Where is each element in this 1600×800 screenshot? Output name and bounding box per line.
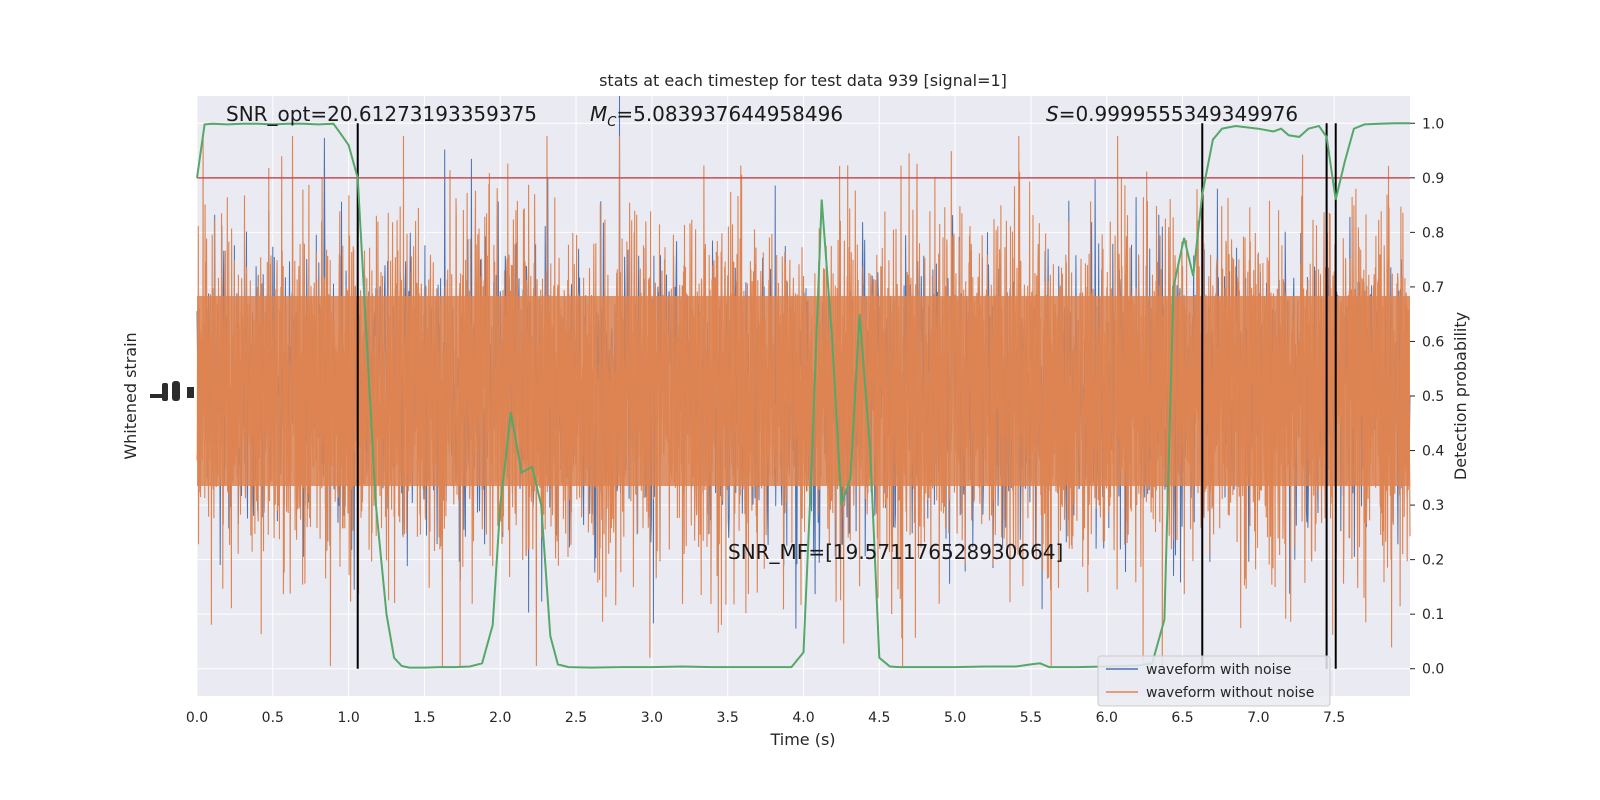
x-tick-label-7: 3.5 — [717, 710, 739, 726]
y-tick-label-2: 0.2 — [1422, 553, 1444, 569]
legend-label-noise: waveform with noise — [1146, 662, 1291, 678]
x-tick-label-9: 4.5 — [868, 710, 890, 726]
waveform-without-noise — [196, 135, 1411, 667]
x-axis-label: Time (s) — [769, 730, 835, 749]
score-annotation: S=0.9999555349349976 — [1046, 102, 1298, 126]
y-right-ticks: 0.0 0.1 0.2 0.3 0.4 0.5 0.6 0.7 0.8 0.9 1.0 — [1410, 116, 1444, 678]
y-tick-label-8: 0.8 — [1422, 225, 1444, 241]
vertical-markers — [356, 123, 1337, 669]
x-tick-label-13: 6.5 — [1171, 710, 1193, 726]
y-tick-label-9: 0.9 — [1422, 171, 1444, 187]
x-tick-label-14: 7.0 — [1247, 710, 1269, 726]
x-tick-label-1: 0.5 — [262, 710, 284, 726]
y-tick-label-4: 0.4 — [1422, 444, 1444, 460]
chirp-mass-annotation: MC=5.083937644958496 — [590, 102, 843, 130]
x-tick-label-11: 5.5 — [1020, 710, 1042, 726]
clean-trace-core — [197, 296, 1410, 486]
x-tick-label-2: 1.0 — [337, 710, 359, 726]
y-tick-label-7: 0.7 — [1422, 280, 1444, 296]
x-tick-label-0: 0.0 — [186, 710, 208, 726]
y-tick-label-5: 0.5 — [1422, 389, 1444, 405]
x-tick-label-8: 4.0 — [792, 710, 814, 726]
x-tick-label-5: 2.5 — [565, 710, 587, 726]
y-tick-label-3: 0.3 — [1422, 498, 1444, 514]
legend: waveform with noise waveform without noi… — [1097, 655, 1331, 707]
chirp-mass-subscript: C — [607, 115, 617, 130]
score-value: =0.9999555349349976 — [1059, 102, 1298, 126]
chirp-mass-symbol: M — [590, 102, 607, 126]
score-symbol: S — [1046, 102, 1059, 126]
snr-opt-annotation: SNR_opt=20.61273193359375 — [226, 102, 537, 126]
x-tick-label-15: 7.5 — [1323, 710, 1345, 726]
y-tick-label-1: 0.1 — [1422, 607, 1444, 623]
x-tick-label-6: 3.0 — [641, 710, 663, 726]
snr-mf-annotation: SNR_MF=[19.571176528930664] — [728, 540, 1063, 564]
legend-label-clean: waveform without noise — [1146, 685, 1314, 701]
x-tick-label-12: 6.0 — [1096, 710, 1118, 726]
chirp-mass-value: =5.083937644958496 — [616, 102, 843, 126]
x-tick-label-10: 5.0 — [944, 710, 966, 726]
y-tick-label-6: 0.6 — [1422, 334, 1444, 350]
y-tick-label-10: 1.0 — [1422, 116, 1444, 132]
y-axis-label-right: Detection probability — [1451, 312, 1470, 480]
x-tick-label-3: 1.5 — [413, 710, 435, 726]
y-axis-label-left: Whitened strain — [121, 332, 140, 459]
x-tick-label-4: 2.0 — [489, 710, 511, 726]
chart-title: stats at each timestep for test data 939… — [599, 71, 1007, 90]
x-ticks: 0.0 0.5 1.0 1.5 2.0 2.5 3.0 3.5 4.0 4.5 5.0 5.5 6.0 6… — [186, 710, 1345, 726]
legend-box — [1097, 655, 1331, 707]
left-axis-overlap-marks — [150, 381, 194, 401]
detection-probability-line — [196, 122, 1410, 669]
y-tick-label-0: 0.0 — [1422, 662, 1444, 678]
